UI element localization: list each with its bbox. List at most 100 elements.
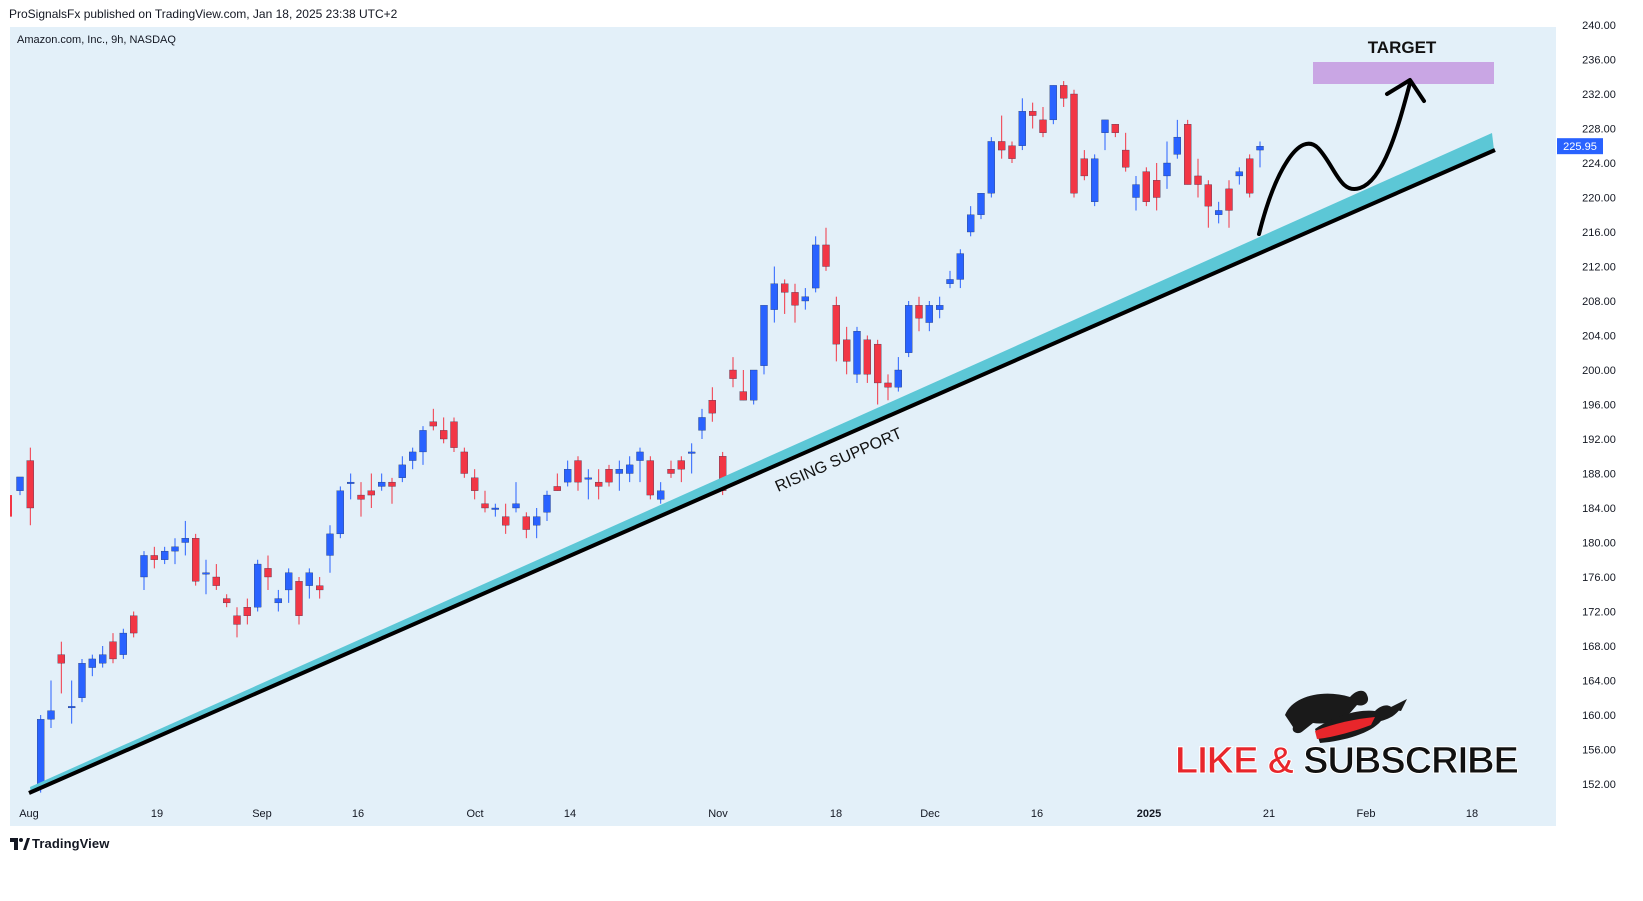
projection-arrow bbox=[1257, 81, 1412, 236]
candle bbox=[1039, 119, 1047, 133]
candle bbox=[336, 490, 344, 535]
candle bbox=[1225, 188, 1233, 211]
candle bbox=[791, 292, 799, 306]
publisher-bar: ProSignalsFx published on TradingView.co… bbox=[0, 0, 1643, 26]
candle bbox=[326, 533, 334, 556]
last-price-badge bbox=[1557, 138, 1603, 155]
candle bbox=[987, 141, 995, 194]
candle bbox=[770, 283, 778, 310]
candle bbox=[894, 369, 902, 388]
candle bbox=[1163, 162, 1171, 177]
x-tick-label: 16 bbox=[1031, 808, 1043, 820]
x-tick-label: 14 bbox=[564, 808, 576, 820]
y-tick-label: 192.00 bbox=[1582, 434, 1616, 446]
publisher-text: ProSignalsFx published on TradingView.co… bbox=[9, 7, 398, 21]
tradingview-brand: TradingView bbox=[32, 836, 110, 851]
y-tick-label: 200.00 bbox=[1582, 365, 1616, 377]
candle bbox=[1080, 158, 1088, 177]
candle bbox=[1070, 93, 1078, 194]
candle bbox=[471, 477, 479, 491]
candle bbox=[274, 598, 282, 604]
y-tick-label: 164.00 bbox=[1582, 676, 1616, 688]
candle bbox=[967, 214, 975, 233]
x-tick-label: 21 bbox=[1263, 808, 1275, 820]
x-tick-label: 2025 bbox=[1137, 808, 1161, 820]
candle bbox=[925, 305, 933, 323]
x-tick-label: 18 bbox=[830, 808, 842, 820]
candle bbox=[801, 296, 809, 302]
candle bbox=[998, 141, 1006, 151]
target-zone bbox=[1313, 62, 1494, 84]
candle bbox=[708, 400, 716, 414]
candle bbox=[1091, 158, 1099, 202]
x-tick-label: 16 bbox=[352, 808, 364, 820]
candle bbox=[915, 305, 923, 319]
candle bbox=[347, 481, 355, 484]
candle bbox=[688, 451, 696, 454]
candle bbox=[37, 719, 45, 789]
candle bbox=[822, 244, 830, 267]
candle bbox=[16, 476, 24, 491]
candle bbox=[1153, 180, 1161, 198]
like-text: LIKE bbox=[1175, 740, 1260, 783]
candle bbox=[1184, 124, 1192, 185]
candle bbox=[1194, 175, 1202, 185]
target-label: TARGET bbox=[1368, 38, 1437, 57]
candle bbox=[88, 658, 96, 668]
candle bbox=[574, 460, 582, 483]
x-tick-label: 18 bbox=[1466, 808, 1478, 820]
candle bbox=[533, 516, 541, 526]
candle bbox=[584, 477, 592, 480]
y-tick-label: 156.00 bbox=[1582, 745, 1616, 757]
y-tick-label: 172.00 bbox=[1582, 607, 1616, 619]
candle bbox=[1256, 146, 1264, 151]
candle bbox=[636, 451, 644, 461]
y-tick-label: 236.00 bbox=[1582, 55, 1616, 67]
candle bbox=[1204, 184, 1212, 207]
like-subscribe-banner: LIKE & SUBSCRIBE bbox=[1175, 740, 1520, 783]
candle bbox=[502, 516, 510, 526]
candle bbox=[440, 430, 448, 440]
candle bbox=[264, 568, 272, 578]
candle bbox=[564, 469, 572, 483]
candle bbox=[491, 507, 499, 510]
candle bbox=[832, 305, 840, 345]
x-tick-label: Nov bbox=[708, 808, 728, 820]
candle bbox=[481, 503, 489, 509]
candle bbox=[553, 486, 561, 491]
candle bbox=[109, 641, 117, 660]
candle bbox=[1060, 85, 1068, 99]
candle bbox=[946, 279, 954, 284]
candle bbox=[750, 369, 758, 401]
candle bbox=[667, 469, 675, 474]
subscribe-text: SUBSCRIBE bbox=[1303, 740, 1520, 783]
y-tick-label: 184.00 bbox=[1582, 503, 1616, 515]
candle bbox=[202, 572, 210, 575]
candle bbox=[409, 451, 417, 461]
price-axis[interactable] bbox=[1556, 27, 1643, 826]
candle bbox=[812, 244, 820, 289]
x-tick-label: Feb bbox=[1357, 808, 1376, 820]
ampersand-text: & bbox=[1257, 740, 1304, 783]
candle bbox=[130, 615, 138, 634]
candle bbox=[1173, 136, 1181, 155]
candle bbox=[657, 490, 665, 500]
candle bbox=[760, 305, 768, 366]
candle bbox=[316, 585, 324, 591]
x-tick-label: Aug bbox=[19, 808, 39, 820]
candle bbox=[843, 339, 851, 362]
candle bbox=[1111, 124, 1119, 133]
candle bbox=[595, 481, 603, 487]
candle bbox=[57, 654, 65, 664]
candle bbox=[956, 253, 964, 280]
candle bbox=[398, 464, 406, 478]
symbol-info: Amazon.com, Inc., 9h, NASDAQ bbox=[17, 34, 176, 46]
candle bbox=[1215, 210, 1223, 215]
candle bbox=[522, 516, 530, 530]
bull-bear-logo bbox=[1175, 685, 1500, 785]
chart-plot-area[interactable] bbox=[10, 27, 1556, 826]
candle bbox=[10, 495, 12, 517]
candle bbox=[1246, 158, 1254, 194]
candle bbox=[729, 369, 737, 379]
